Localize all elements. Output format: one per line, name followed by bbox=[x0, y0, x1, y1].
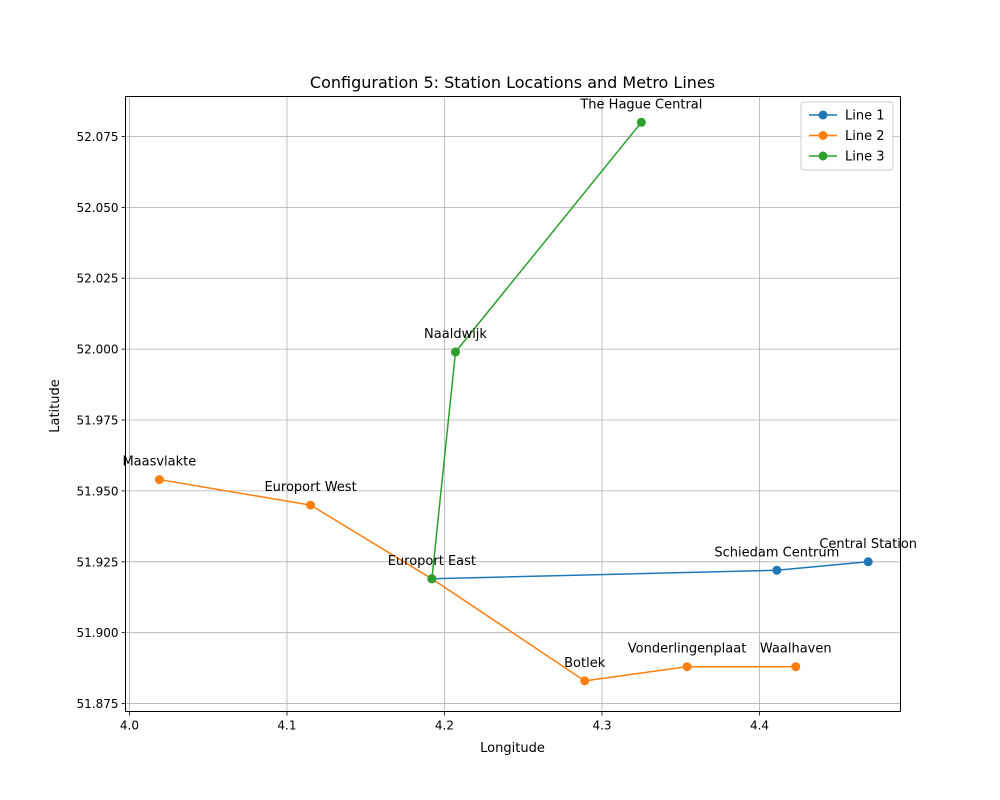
station-label: Naaldwijk bbox=[424, 327, 487, 342]
y-ticks: 51.875 51.900 51.925 51.950 51.975 52.000 52.0… bbox=[77, 130, 126, 711]
y-tick-label: 51.875 bbox=[77, 697, 119, 711]
y-tick-label: 52.050 bbox=[77, 201, 119, 215]
y-tick-label: 52.000 bbox=[77, 343, 119, 357]
line-2-point bbox=[791, 662, 801, 672]
legend-swatch-marker bbox=[818, 131, 828, 140]
plot-frame bbox=[125, 96, 901, 712]
x-tick-label: 4.0 bbox=[120, 719, 139, 733]
grid-lines bbox=[125, 96, 901, 712]
series-lines bbox=[154, 117, 873, 686]
legend: Line 1 Line 2 Line 3 bbox=[800, 101, 894, 171]
station-label: Maasvlakte bbox=[122, 455, 196, 470]
y-tick-label: 51.950 bbox=[77, 484, 119, 498]
x-ticks: 4.0 4.1 4.2 4.3 4.4 bbox=[120, 711, 769, 733]
line-3-point bbox=[427, 574, 437, 584]
station-labels: The Hague Central Naaldwijk Maasvlakte Euro… bbox=[122, 97, 917, 671]
line-1-point bbox=[863, 557, 873, 567]
y-tick-label: 51.925 bbox=[77, 555, 119, 569]
station-label: Central Station bbox=[819, 537, 917, 552]
station-label: The Hague Central bbox=[579, 97, 702, 112]
y-axis-label: Latitude bbox=[48, 379, 63, 433]
line-3-series bbox=[427, 117, 646, 584]
line-3-point bbox=[636, 117, 646, 127]
line-3-point bbox=[451, 347, 461, 357]
line-2-point bbox=[154, 475, 164, 485]
station-label: Schiedam Centrum bbox=[714, 545, 839, 560]
y-tick-label: 52.075 bbox=[77, 130, 119, 144]
y-tick-label: 52.025 bbox=[77, 272, 119, 286]
station-label: Europort West bbox=[264, 480, 356, 495]
line-2-point bbox=[682, 662, 692, 672]
x-axis-label: Longitude bbox=[480, 741, 545, 756]
station-label: Waalhaven bbox=[760, 642, 832, 657]
station-label: Europort East bbox=[388, 554, 476, 569]
line-1-point bbox=[772, 565, 782, 575]
legend-label: Line 1 bbox=[845, 109, 885, 124]
y-tick-label: 51.900 bbox=[77, 626, 119, 640]
legend-swatch-marker bbox=[818, 151, 828, 161]
x-tick-label: 4.4 bbox=[750, 719, 769, 733]
x-tick-label: 4.2 bbox=[435, 719, 454, 733]
station-label: Vonderlingenplaat bbox=[628, 642, 747, 657]
y-tick-label: 51.975 bbox=[77, 414, 119, 428]
legend-label: Line 3 bbox=[845, 150, 885, 165]
line-2-point bbox=[306, 500, 316, 510]
x-tick-label: 4.3 bbox=[592, 719, 611, 733]
line-2-path bbox=[159, 478, 796, 682]
chart-title: Configuration 5: Station Locations and M… bbox=[310, 73, 715, 92]
line-2-point bbox=[580, 676, 590, 686]
x-tick-label: 4.1 bbox=[277, 719, 296, 733]
station-label: Botlek bbox=[564, 656, 606, 671]
legend-label: Line 2 bbox=[845, 129, 885, 144]
legend-swatch-marker bbox=[818, 110, 828, 120]
